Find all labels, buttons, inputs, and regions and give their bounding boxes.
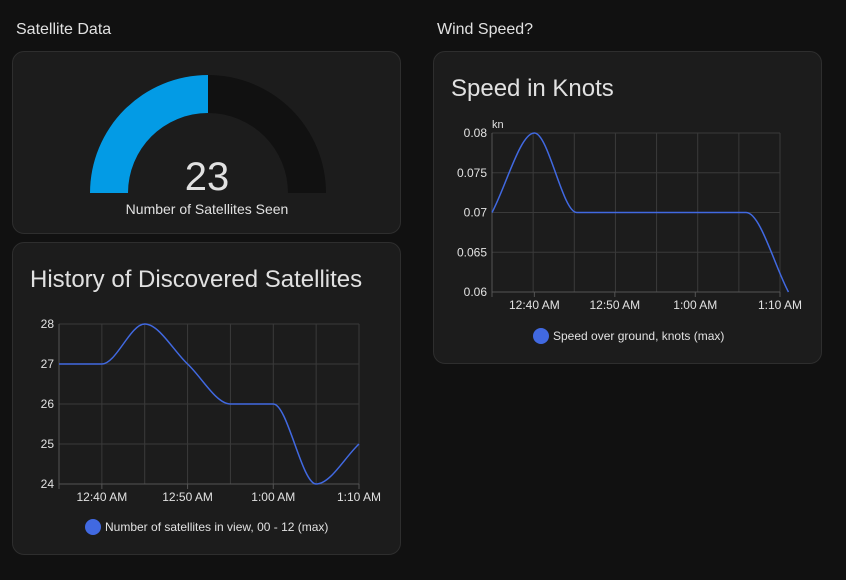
y-tick-label: 25 (41, 437, 55, 451)
x-tick-label: 12:50 AM (589, 298, 640, 312)
history-legend[interactable]: Number of satellites in view, 00 - 12 (m… (85, 519, 328, 535)
x-tick-label: 1:00 AM (251, 490, 295, 504)
y-tick-label: 0.08 (464, 126, 488, 140)
speed-chart[interactable]: 0.06 0.065 0.07 0.075 0.08 12:40 AM 12:50 AM 1:… (434, 52, 823, 365)
gauge-label: Number of Satellites Seen (125, 201, 289, 217)
legend-marker (533, 328, 549, 344)
y-tick-label: 0.07 (464, 206, 488, 220)
y-tick-label: 0.075 (457, 166, 487, 180)
x-tick-label: 1:10 AM (337, 490, 381, 504)
y-tick-label: 26 (41, 397, 55, 411)
history-card[interactable]: History of Discovered Satellites 24 25 26 2… (12, 242, 401, 555)
y-axis-unit-label: kn (492, 119, 504, 131)
gauge-fill (90, 75, 208, 193)
history-card-title: History of Discovered Satellites (30, 266, 363, 293)
gauge-value: 23 (184, 155, 230, 199)
satellite-data-section-title: Satellite Data (16, 21, 112, 38)
x-tick-label: 12:50 AM (162, 490, 213, 504)
satellites-history-chart[interactable]: 24 25 26 27 28 12:40 AM 12:50 AM 1:00 AM 1:10 AM (13, 243, 402, 556)
satellite-gauge-card[interactable]: 23 Number of Satellites Seen (12, 51, 401, 234)
y-tick-label: 0.06 (464, 285, 488, 299)
y-tick-label: 0.065 (457, 245, 487, 259)
x-tick-label: 12:40 AM (509, 298, 560, 312)
speed-card[interactable]: Speed in Knots 0.06 0.065 0.07 0.075 0.08 12:… (433, 51, 822, 364)
y-tick-label: 28 (41, 317, 55, 331)
x-tick-label: 12:40 AM (77, 490, 128, 504)
satellite-gauge (90, 75, 326, 193)
speed-legend[interactable]: Speed over ground, knots (max) (533, 328, 724, 344)
x-tick-label: 1:10 AM (758, 298, 802, 312)
series-line (491, 132, 790, 293)
legend-marker (85, 519, 101, 535)
x-tick-label: 1:00 AM (673, 298, 717, 312)
history-legend-label: Number of satellites in view, 00 - 12 (m… (105, 520, 329, 534)
wind-speed-section-title: Wind Speed? (437, 21, 534, 38)
y-tick-label: 24 (41, 477, 55, 491)
speed-legend-label: Speed over ground, knots (max) (553, 329, 725, 343)
series-line (58, 323, 360, 485)
speed-card-title: Speed in Knots (451, 75, 614, 102)
y-tick-label: 27 (41, 357, 55, 371)
